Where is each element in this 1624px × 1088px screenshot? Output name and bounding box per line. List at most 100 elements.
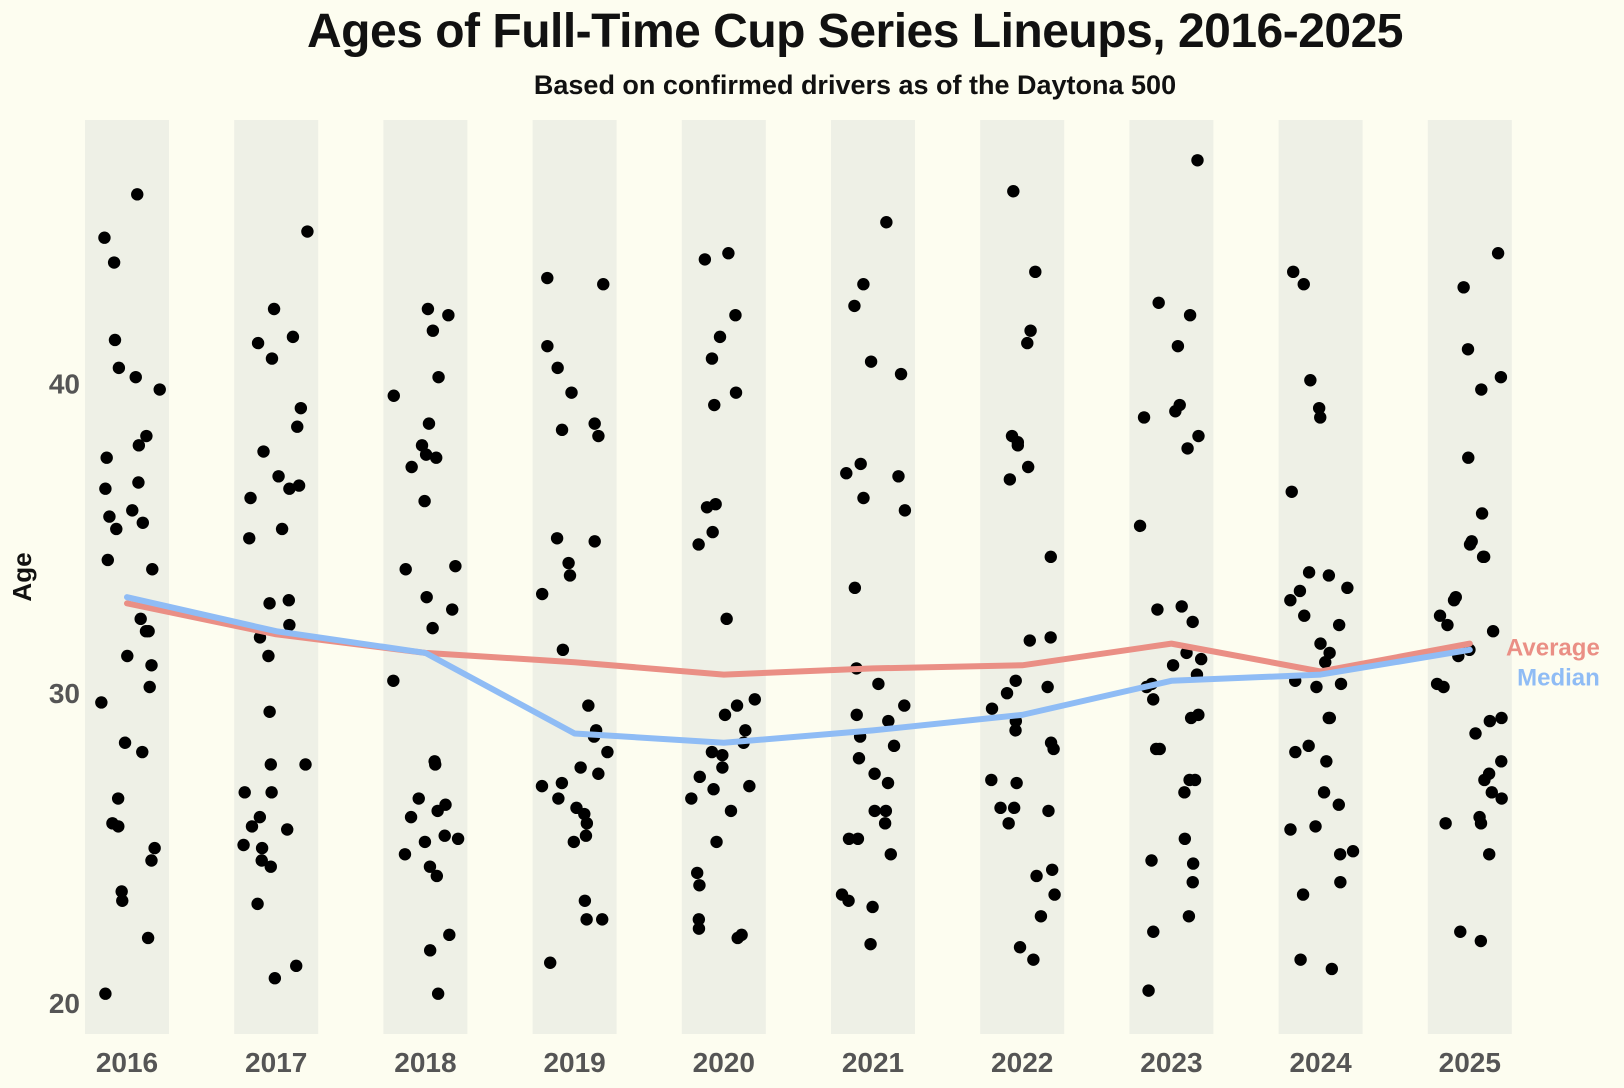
year-band [85,120,169,1034]
data-point [1294,953,1307,966]
data-point [1483,714,1497,728]
data-point [892,470,905,483]
data-point [718,708,732,722]
data-point [257,445,270,458]
data-point [693,879,706,892]
data-point [713,330,727,344]
data-point [552,792,565,805]
data-point [1332,798,1345,811]
data-point [99,482,112,495]
data-point [541,271,554,285]
data-point [1314,411,1327,424]
data-point [582,699,595,712]
y-tick-label: 30 [49,678,80,709]
data-point [1147,693,1160,706]
data-point [432,370,445,384]
data-point [710,835,723,849]
data-point [1183,308,1197,322]
data-point [690,866,704,880]
data-point [1461,343,1475,356]
data-point [1312,401,1326,415]
data-point [1474,817,1488,830]
data-point [894,367,908,381]
data-point [265,352,279,365]
data-point [692,922,706,935]
data-point [1475,383,1488,396]
data-point [255,854,268,867]
data-point [1302,566,1316,579]
data-point [1314,637,1327,650]
data-point [592,429,605,443]
data-point [1319,656,1332,669]
data-point [262,649,275,663]
data-point [1462,451,1475,464]
data-point [592,767,605,780]
data-point [685,792,698,805]
year-band [980,120,1065,1034]
data-point [421,302,435,316]
data-point [1433,609,1447,622]
data-point [868,767,881,780]
data-point [238,786,251,799]
data-point [720,612,733,626]
data-point [292,479,306,492]
data-point [550,532,564,545]
data-point [1478,773,1491,787]
data-point [1483,848,1496,861]
data-point [1047,742,1060,756]
data-point [1323,646,1336,660]
data-point [100,451,113,464]
data-point [879,804,893,818]
x-tick-label: 2017 [245,1047,307,1078]
data-point [99,987,112,1000]
data-point [1284,594,1297,607]
data-point [1186,615,1199,629]
data-point [121,649,134,663]
data-point [857,491,870,505]
data-point [299,758,312,771]
data-point [286,330,300,344]
data-point [1332,618,1346,632]
data-point [1297,278,1310,291]
data-point [112,361,126,375]
data-point [426,324,440,337]
data-point [868,804,881,818]
data-point [146,563,159,576]
data-point [243,532,256,545]
data-point [1437,680,1450,694]
y-tick-label: 20 [49,988,80,1019]
data-point [420,590,433,604]
data-point [442,308,455,322]
data-point [601,745,614,759]
data-point [848,581,862,595]
year-band [383,120,468,1034]
data-point [1334,875,1347,889]
data-point [580,817,594,830]
data-point [1151,603,1164,616]
data-point [882,714,895,728]
data-point [1439,817,1452,830]
data-point [1309,820,1322,833]
data-point [283,618,296,632]
data-point [580,913,593,926]
data-point [111,792,125,805]
data-point [267,302,281,316]
data-point [854,457,867,471]
data-point [405,460,418,474]
data-point [1302,739,1315,753]
data-point [705,352,719,365]
data-point [418,835,432,849]
data-point [426,621,439,635]
data-point [291,420,304,433]
data-point [887,739,901,753]
x-tick-label: 2021 [842,1047,904,1078]
y-tick-label: 40 [49,368,80,399]
data-point [729,308,742,322]
x-tick-label: 2024 [1289,1047,1352,1078]
data-point [731,931,744,945]
data-point [265,786,278,799]
data-point [985,702,999,715]
year-band [1278,120,1363,1034]
data-point [994,801,1007,815]
